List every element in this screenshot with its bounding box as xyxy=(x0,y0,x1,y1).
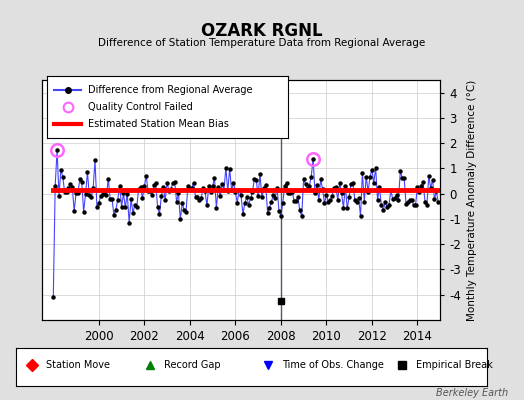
Text: Estimated Station Mean Bias: Estimated Station Mean Bias xyxy=(88,119,229,129)
Text: Berkeley Earth: Berkeley Earth xyxy=(436,388,508,398)
Text: Difference of Station Temperature Data from Regional Average: Difference of Station Temperature Data f… xyxy=(99,38,425,48)
Text: Time of Obs. Change: Time of Obs. Change xyxy=(282,360,384,370)
Text: Record Gap: Record Gap xyxy=(165,360,221,370)
Y-axis label: Monthly Temperature Anomaly Difference (°C): Monthly Temperature Anomaly Difference (… xyxy=(466,79,477,321)
Text: Quality Control Failed: Quality Control Failed xyxy=(88,102,193,112)
Text: Difference from Regional Average: Difference from Regional Average xyxy=(88,85,253,95)
Text: Empirical Break: Empirical Break xyxy=(416,360,493,370)
Text: Station Move: Station Move xyxy=(46,360,111,370)
Text: OZARK RGNL: OZARK RGNL xyxy=(201,22,323,40)
